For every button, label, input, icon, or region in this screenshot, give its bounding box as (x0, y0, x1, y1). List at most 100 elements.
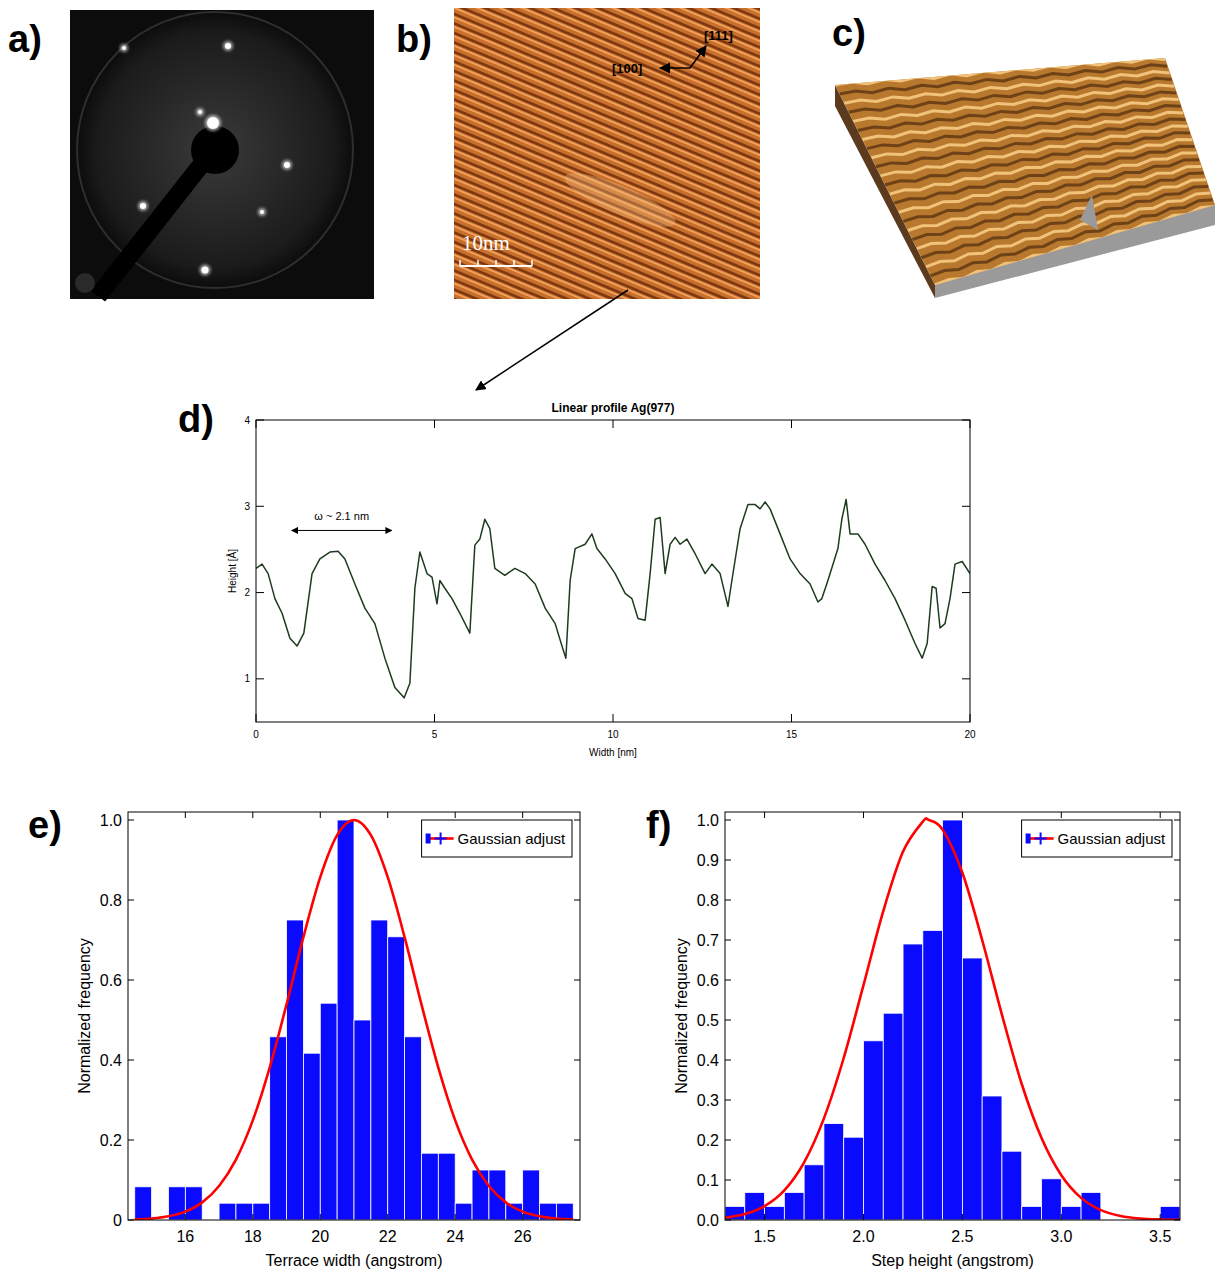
y-tick (256, 506, 264, 507)
leed-spot-glow (282, 160, 292, 170)
y-tick-label: 0.8 (697, 892, 719, 909)
chart-histogram: 16182022242600.20.40.60.81.0Terrace widt… (76, 812, 580, 1269)
y-tick (128, 1220, 134, 1221)
histogram-bar (883, 1013, 903, 1220)
x-tick (522, 812, 523, 818)
histogram-bar (438, 1153, 455, 1220)
legend-box (422, 820, 572, 857)
x-axis-title: Width [nm] (589, 747, 637, 758)
y-tick (1174, 940, 1180, 941)
plot-marks (725, 818, 1180, 1220)
y-tick (128, 900, 134, 901)
y-tick-label: 1 (244, 673, 250, 684)
chart-title: Linear profile Ag(977) (552, 401, 675, 415)
x-tick-label: 15 (786, 729, 798, 740)
x-tick-label: 3.5 (1149, 1228, 1171, 1245)
y-tick-label: 3 (244, 501, 250, 512)
x-tick (613, 420, 614, 428)
direction-arrows (660, 46, 706, 68)
y-tick (128, 980, 134, 981)
stm-step-edge (454, 217, 760, 299)
histogram-bar (824, 1124, 844, 1220)
leed-spot (202, 267, 209, 274)
y-tick (1174, 1060, 1180, 1061)
profile-arrow (476, 290, 628, 390)
histogram-bar (405, 1037, 422, 1220)
histogram-bar (388, 937, 405, 1220)
render-ridge (930, 200, 1212, 276)
y-tick (256, 592, 264, 593)
y-tick (962, 592, 970, 593)
x-tick-label: 10 (607, 729, 619, 740)
y-tick (725, 1140, 731, 1141)
legend-marker (1035, 838, 1047, 840)
y-tick (1174, 900, 1180, 901)
y-tick (725, 940, 731, 941)
legend: Gaussian adjust (1022, 820, 1172, 857)
x-tick (387, 812, 388, 818)
x-tick-label: 3.0 (1050, 1228, 1072, 1245)
histogram-bar (236, 1203, 253, 1220)
x-tick (613, 714, 614, 722)
x-axis-title: Step height (angstrom) (871, 1252, 1034, 1269)
stm-step-edge (454, 293, 760, 299)
y-tick-label: 0.6 (100, 972, 122, 989)
y-tick-label: 1.0 (697, 812, 719, 829)
leed-background (70, 10, 374, 299)
histogram-bar (455, 1203, 472, 1220)
plot-background (256, 420, 970, 722)
x-tick-label: 22 (379, 1228, 397, 1245)
histogram-bar (1042, 1179, 1062, 1220)
y-tick (725, 1060, 731, 1061)
y-tick (725, 900, 731, 901)
x-tick (455, 812, 456, 818)
histogram-bar (1160, 1206, 1180, 1220)
leed-spot (122, 46, 126, 50)
leed-image (70, 10, 374, 299)
y-tick (725, 860, 731, 861)
x-tick (455, 1214, 456, 1220)
series-line (256, 499, 970, 697)
panel-letter: a) (8, 18, 42, 60)
histogram-bar (1002, 1151, 1022, 1220)
leed-spot-glow (200, 265, 211, 276)
y-tick (962, 420, 970, 421)
histogram-bar (472, 1170, 489, 1220)
legend-marker (435, 838, 447, 840)
x-tick (320, 812, 321, 818)
y-tick-label: 0.3 (697, 1092, 719, 1109)
y-axis-title: Normalized frequency (76, 938, 93, 1094)
y-axis-title: Height [Å] (226, 549, 238, 593)
plot-background (725, 812, 1180, 1220)
y-tick-label: 0.8 (100, 892, 122, 909)
render-ridge (926, 193, 1211, 267)
leed-spot (140, 203, 146, 209)
histogram-bar (1022, 1206, 1042, 1220)
plot-frame (725, 812, 1180, 1220)
legend-box (1022, 820, 1172, 857)
y-tick (1174, 1180, 1180, 1181)
scale-bar-tick (477, 260, 479, 266)
series-line (135, 820, 574, 1219)
histogram-bar (135, 1187, 152, 1220)
gun (191, 126, 239, 174)
x-tick-label: 16 (176, 1228, 194, 1245)
leed-spot-glow (196, 108, 204, 116)
y-tick (128, 820, 134, 821)
plot-marks (135, 820, 574, 1220)
y-tick (574, 1060, 580, 1061)
histogram-bar (745, 1192, 765, 1220)
y-tick (1174, 1220, 1180, 1221)
x-tick (256, 714, 257, 722)
legend-marker (426, 834, 431, 844)
panel-letter: b) (396, 18, 432, 60)
stm-step-edge (454, 284, 760, 300)
y-tick (725, 1100, 731, 1101)
histogram-bar (219, 1203, 236, 1220)
render-notch (1080, 195, 1098, 230)
legend-line (1028, 837, 1054, 840)
x-tick (256, 420, 257, 428)
x-tick (1061, 1214, 1062, 1220)
x-tick-label: 0 (253, 729, 259, 740)
histogram-bar (784, 1192, 804, 1220)
